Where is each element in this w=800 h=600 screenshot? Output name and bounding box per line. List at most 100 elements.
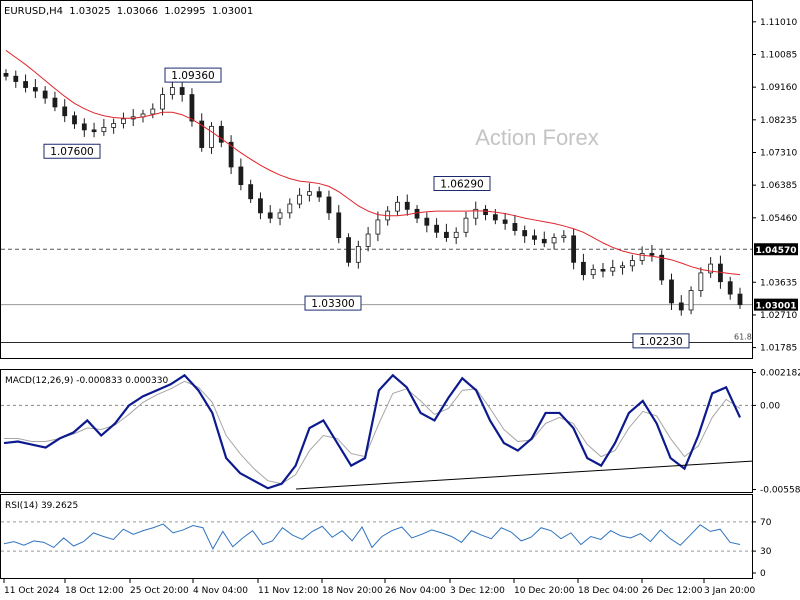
candle-body [610, 267, 616, 272]
candle-body [91, 129, 97, 133]
price-tick-label: 1.08235 [760, 116, 797, 126]
price-tick-label: 1.11010 [760, 18, 797, 28]
rsi-tick-label: 30 [760, 547, 772, 557]
time-tick-label: 18 Dec 04:00 [578, 586, 639, 596]
annotation-box [304, 295, 362, 311]
price-tick-label: 1.02710 [760, 311, 797, 321]
time-tick-label: 26 Dec 12:00 [642, 586, 703, 596]
macd-tick-label: 0.002182 [760, 369, 800, 379]
candle-body [629, 260, 635, 267]
candle-body [336, 212, 342, 238]
candle-body [620, 265, 625, 269]
annotation-label: 1.02230 [639, 336, 682, 348]
candle-body [375, 219, 381, 235]
candle-body [404, 201, 410, 210]
macd-title: MACD(12,26,9) -0.000833 0.000330 [5, 376, 168, 386]
macd-axis: 0.002182 0.00 -0.005584 [1, 369, 800, 495]
candle-body [306, 191, 312, 196]
candle-body [727, 281, 733, 295]
candle-body [52, 97, 58, 108]
candle-body [81, 123, 87, 131]
annotation-box [164, 67, 222, 83]
price-tick-label: 1.05460 [760, 214, 797, 224]
candle-body [169, 87, 175, 95]
time-tick-label: 18 Oct 12:00 [65, 586, 124, 596]
candle-body [541, 238, 547, 244]
candle-body [512, 223, 518, 231]
macd-trendline-segment [295, 460, 753, 490]
price-badges: 1.04570 1.03001 [754, 243, 798, 312]
macd-tick-label: -0.005584 [760, 485, 800, 495]
price-tick-label: 1.06385 [760, 181, 797, 191]
candle-body [238, 166, 244, 186]
candle-body [571, 235, 577, 263]
candle-body [639, 253, 645, 261]
candle-body [561, 235, 567, 238]
candle-body [443, 231, 449, 238]
candle-body [434, 224, 440, 233]
candle-body [248, 184, 254, 200]
moving-average-line [5, 50, 741, 276]
price-annotations: 1.09360 1.07600 1.03300 1.06290 1.02230 [43, 67, 690, 349]
candle-body [72, 115, 77, 125]
candle-body [678, 302, 684, 311]
candle-body [522, 230, 528, 237]
macd-trendline [295, 460, 753, 490]
annotation-box [433, 176, 491, 192]
rsi-axis: 70 30 0 [1, 518, 772, 579]
candle-body [62, 106, 68, 117]
candle-body [659, 254, 665, 281]
annotation-label: 1.07600 [50, 146, 93, 158]
candle-body [287, 203, 293, 214]
time-tick-label: 11 Oct 2024 [4, 586, 60, 596]
candle-body [365, 233, 371, 247]
rsi-line [3, 523, 741, 550]
price-axis: 1.11010 1.10085 1.09160 1.08235 1.07310 1.063… [752, 18, 797, 354]
candle-body [669, 279, 674, 304]
price-tick-label: 1.07310 [760, 148, 797, 158]
annotation-label: 1.06290 [440, 179, 483, 191]
candle-body [297, 194, 303, 205]
watermark: Action Forex [475, 125, 599, 150]
candle-body [346, 237, 351, 263]
candle-body [688, 290, 694, 311]
candle-body [424, 217, 430, 226]
candle-body [13, 75, 19, 82]
time-tick-label: 26 Nov 04:00 [385, 586, 446, 596]
candle-body [395, 201, 400, 212]
candle-body [453, 231, 459, 238]
price-tick-label: 1.10085 [760, 50, 797, 60]
candle-body [600, 268, 606, 272]
macd-panel-frame [0, 369, 753, 493]
candle-body [698, 272, 704, 291]
candle-body [414, 208, 420, 219]
candle-body [581, 261, 586, 276]
time-tick-label: 10 Dec 20:00 [514, 586, 575, 596]
time-tick-label: 18 Nov 20:00 [322, 586, 383, 596]
price-badge [754, 298, 798, 311]
candle-body [502, 219, 508, 224]
candle-body [23, 81, 28, 88]
rsi-tick-label: 70 [760, 518, 772, 528]
price-tick-label: 1.03635 [760, 278, 797, 288]
candle-body [101, 127, 107, 133]
candle-body [649, 253, 655, 256]
candle-body [32, 87, 38, 92]
time-axis: 11 Oct 2024 18 Oct 12:00 25 Oct 20:00 4 Nov… [3, 578, 756, 596]
price-panel-frame [0, 0, 753, 359]
fib-label: 61.8 [734, 332, 752, 341]
time-tick-label: 4 Nov 04:00 [193, 586, 248, 596]
candle-body [160, 94, 165, 110]
candle-body [199, 120, 205, 148]
candle-body [42, 90, 48, 99]
macd-tick-label: 0.00 [760, 401, 780, 411]
candle-body [258, 198, 263, 214]
rsi-title: RSI(14) 39.2625 [5, 501, 78, 511]
candle-body [463, 217, 469, 233]
candle-body [121, 118, 126, 124]
candle-body [209, 125, 214, 148]
candle-body [228, 141, 234, 168]
price-badge [754, 243, 798, 256]
rsi-tick-label: 0 [760, 569, 766, 579]
